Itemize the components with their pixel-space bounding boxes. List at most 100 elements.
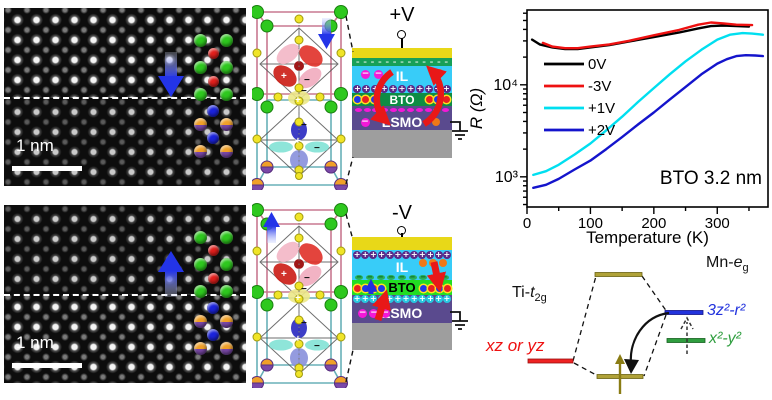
svg-text:R (Ω): R (Ω)	[467, 88, 486, 129]
anion-dash-row-dot	[381, 107, 389, 112]
cation-row-dot: +	[377, 294, 386, 303]
atom-op-marker	[219, 341, 233, 355]
lsmo-layer: LSMO −	[352, 113, 452, 130]
svg-text:+1V: +1V	[588, 100, 615, 117]
bto-cluster-dot	[419, 284, 427, 292]
svg-text:0: 0	[523, 215, 531, 232]
svg-text:10⁴: 10⁴	[493, 77, 518, 94]
anion-dash-row-dot: –	[370, 57, 375, 66]
bto-cluster-dot	[371, 96, 379, 103]
ghost-spin-arrow	[680, 316, 694, 354]
atom-red-marker	[207, 47, 219, 59]
cation-row-dot: +	[353, 294, 362, 303]
anion-dash-row-dot: –	[429, 57, 434, 66]
anion-dash-row-dot	[363, 107, 371, 112]
lsmo-anion-dots-dot: −	[358, 307, 368, 318]
anion-dash-row-dot: –	[392, 57, 397, 66]
anion-dash-row-dot: −	[440, 272, 449, 281]
atom-op-marker	[193, 144, 207, 158]
atom-green-marker	[219, 87, 233, 101]
anion-dash-row-dot	[354, 107, 362, 112]
il-label: IL	[395, 259, 409, 275]
anion-dash-row-dot: –	[437, 57, 441, 66]
stem-bottom-bto-region	[4, 205, 246, 295]
cation-row-dot: +	[393, 294, 402, 303]
lsmo-layer: LSMO − − −	[352, 303, 452, 323]
cation-row-dot: +	[410, 250, 419, 259]
cation-row-dot: +	[442, 250, 451, 259]
atom-blue-marker	[207, 132, 219, 144]
cation-row-dot: +	[377, 250, 386, 259]
cation-row-dot: +	[442, 294, 451, 303]
cation-row-dot: +	[415, 84, 424, 93]
atom-op-marker	[219, 314, 233, 328]
anion-dash-row	[354, 107, 450, 112]
unit-cell-bottom	[252, 202, 348, 388]
stem-top-lsmo-region	[4, 98, 246, 186]
il-anion-dots-dot: −	[361, 68, 370, 79]
x2y2-label: x²-y²	[709, 330, 741, 347]
bto-cluster-dot	[443, 284, 451, 292]
lsmo-anion-dots-dot: −	[360, 116, 370, 127]
cation-row-dot: +	[361, 294, 370, 303]
anion-dash-row-dot: −	[429, 272, 438, 281]
svg-text:0V: 0V	[588, 56, 606, 73]
bto-cluster	[353, 283, 385, 293]
atom-red-marker	[207, 75, 219, 87]
x2y2-level	[666, 338, 706, 343]
atom-green-marker	[193, 33, 207, 47]
bto-label: BTO	[389, 93, 415, 107]
atom-blue-marker	[207, 302, 219, 314]
interface-dashed-line	[4, 97, 246, 99]
cation-row-dot: +	[380, 84, 389, 93]
bias-label: +V	[389, 4, 415, 26]
cation-row-dot: +	[369, 250, 378, 259]
electrode-layer	[352, 237, 452, 250]
cation-row-dot: +	[442, 84, 451, 93]
svg-text:300: 300	[705, 215, 730, 232]
polarization-down-arrow-icon	[158, 52, 184, 97]
z2-level	[664, 310, 704, 315]
device-schematic-positive: +V – – – – – – – – – – – – – IL − − + + + + + + + + + + + BTO L…	[350, 4, 475, 164]
anion-dash-row-dot: –	[355, 57, 360, 66]
atom-green-marker	[219, 284, 233, 298]
bto-cluster-dot	[369, 284, 377, 292]
lsmo-anion-dots: − − −	[357, 307, 391, 319]
polarization-up-arrow-icon	[158, 251, 184, 297]
cation-row-dot: +	[434, 294, 443, 303]
electron-spin-arrow	[615, 354, 625, 394]
bias-label: -V	[392, 202, 412, 224]
xz-yz-level	[527, 358, 574, 364]
unit-cell-top	[252, 4, 348, 190]
anion-dash-strip: − − − − − − − − −	[352, 272, 452, 281]
bto-cluster-dot	[361, 284, 369, 292]
bto-cluster	[419, 283, 451, 293]
cation-row-strip: + + + + + + + + + + + +	[352, 250, 452, 260]
polarization-down-arrow-icon	[318, 18, 335, 49]
atom-green-marker	[193, 257, 207, 271]
xz-yz-label: xz or yz	[486, 336, 545, 355]
polarization-up-arrow-icon	[263, 212, 280, 243]
cation-row-dot: +	[410, 294, 419, 303]
bto-cluster-dot	[377, 284, 385, 292]
svg-text:Temperature (K): Temperature (K)	[586, 228, 709, 247]
anion-dash-row-dot: –	[407, 57, 412, 66]
il-layer: IL	[352, 259, 452, 275]
cation-row-dot: +	[369, 294, 378, 303]
svg-text:200: 200	[641, 215, 666, 232]
device-schematic-negative: -V + + + + + + + + + + + + IL − − − − − − − − − BTO + + + + + + +…	[350, 202, 475, 362]
anion-dash-row-dot: −	[376, 272, 385, 281]
anion-dash-row: − − − − − − − − −	[354, 272, 450, 281]
lsmo-anion-dots: −	[359, 117, 371, 127]
oxygen-vacancy-dot	[432, 118, 440, 126]
scale-bar	[12, 363, 82, 368]
bto-cluster-dot	[435, 284, 443, 292]
svg-text:BTO 3.2 nm: BTO 3.2 nm	[660, 168, 762, 189]
anion-dash-row-dot: –	[422, 57, 426, 66]
energy-level-diagram: Ti-t2g Mn-eg xz or yz 3z²-r² x²-y²	[460, 250, 772, 400]
anion-dash-row-dot	[415, 107, 423, 112]
il-orange-dots-dot	[439, 259, 447, 267]
oxygen-vacancy-dot	[436, 69, 443, 76]
atom-op-marker	[193, 314, 207, 328]
cation-row-dot: +	[371, 84, 380, 93]
